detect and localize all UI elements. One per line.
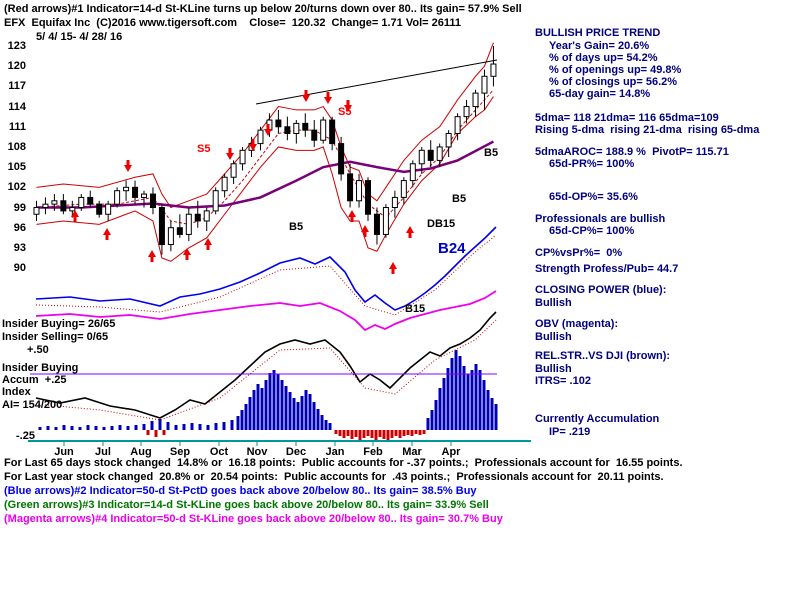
month-label: Jun bbox=[54, 446, 74, 458]
sidebar-stat-line: Professionals are bullish bbox=[535, 213, 666, 225]
left-panel-label: Insider Selling= 0/65 bbox=[2, 331, 109, 343]
left-panel-label: Insider Buying= 26/65 bbox=[2, 318, 116, 330]
month-label: Sep bbox=[169, 446, 191, 458]
month-label: Jul bbox=[95, 446, 111, 458]
price-tick-label: 120 bbox=[7, 60, 26, 72]
footer-line: For Last year stock changed 20.8% or 20.… bbox=[4, 471, 664, 483]
footer-line: (Magenta arrows)#4 Indicator=50-d St-KLi… bbox=[4, 513, 503, 525]
left-panel-label: +.50 bbox=[27, 344, 49, 356]
sidebar-stat-line: % of openings up= 49.8% bbox=[549, 64, 682, 76]
sidebar-stat-line: BULLISH PRICE TREND bbox=[535, 27, 661, 39]
left-panel-label: AI= 154/200 bbox=[2, 399, 63, 411]
left-panel-label: Accum +.25 bbox=[2, 374, 67, 386]
sidebar-stat-line: 65-day gain= 14.8% bbox=[549, 88, 651, 100]
month-label: Aug bbox=[130, 446, 152, 458]
month-label: Mar bbox=[402, 446, 422, 458]
price-tick-label: 96 bbox=[13, 222, 26, 234]
price-tick-label: 111 bbox=[8, 121, 26, 133]
chart-annotation-b5: B5 bbox=[452, 193, 467, 205]
sidebar-stat-line: Bullish bbox=[535, 331, 572, 343]
month-label: Oct bbox=[209, 446, 229, 458]
header-date-range: 5/ 4/ 15- 4/ 28/ 16 bbox=[36, 31, 123, 43]
month-label: Feb bbox=[363, 446, 383, 458]
price-tick-label: 117 bbox=[8, 80, 26, 92]
price-tick-label: 105 bbox=[7, 161, 26, 173]
chart-annotation-s5: S5 bbox=[197, 143, 211, 155]
sidebar-stat-line: IP= .219 bbox=[549, 426, 591, 438]
sidebar-stat-line: Year's Gain= 20.6% bbox=[549, 40, 650, 52]
sidebar-stat-line: 65d-OP%= 35.6% bbox=[549, 191, 638, 203]
chart-annotation-b5: B5 bbox=[289, 221, 304, 233]
month-label: Apr bbox=[441, 446, 461, 458]
chart-annotation-b5: B5 bbox=[484, 147, 499, 159]
price-tick-label: 90 bbox=[13, 262, 26, 274]
sidebar-stat-line: % of closings up= 56.2% bbox=[549, 76, 678, 88]
sidebar-stat-line: % of days up= 54.2% bbox=[549, 52, 658, 64]
sidebar-stat-line: Bullish bbox=[535, 297, 572, 309]
sidebar-stat-line: REL.STR..VS DJI (brown): bbox=[535, 350, 671, 362]
sidebar-stat-line: Rising 5-dma rising 21-dma rising 65-dma bbox=[535, 124, 760, 136]
chart-annotation-s5: S5 bbox=[338, 106, 352, 118]
sidebar-stat-line: ITRS= .102 bbox=[535, 375, 591, 387]
chart-annotation-b15: B15 bbox=[405, 303, 426, 315]
price-tick-label: 93 bbox=[13, 242, 26, 254]
sidebar-stat-line: Strength Profess/Pub= 44.7 bbox=[535, 263, 679, 275]
sidebar-stat-line: 65d-CP%= 100% bbox=[549, 225, 635, 237]
price-tick-label: 99 bbox=[13, 202, 26, 214]
left-panel-label: -.25 bbox=[16, 430, 35, 442]
chart-annotation-b24: B24 bbox=[438, 240, 466, 257]
price-tick-label: 114 bbox=[8, 101, 26, 113]
footer-line: (Blue arrows)#2 Indicator=50-d St-PctD g… bbox=[4, 485, 477, 497]
sidebar-stat-line: 5dmaAROC= 188.9 % PivotP= 115.71 bbox=[535, 146, 729, 158]
month-label: Nov bbox=[246, 446, 268, 458]
sidebar-stat-line: Bullish bbox=[535, 363, 572, 375]
sidebar-stat-line: CP%vsPr%= 0% bbox=[535, 247, 623, 259]
sidebar-stat-line: Currently Accumulation bbox=[535, 413, 660, 425]
left-panel-label: Index bbox=[2, 386, 31, 398]
header-quote-line: EFX Equifax Inc (C)2016 www.tigersoft.co… bbox=[4, 17, 461, 29]
price-tick-label: 108 bbox=[7, 141, 26, 153]
left-panel-label: Insider Buying bbox=[2, 362, 79, 374]
footer-line: (Green arrows)#3 Indicator=14-d St-KLine… bbox=[4, 499, 489, 511]
month-label: Dec bbox=[285, 446, 307, 458]
sidebar-stat-line: 65d-PR%= 100% bbox=[549, 158, 635, 170]
sidebar-stat-line: 5dma= 118 21dma= 116 65dma=109 bbox=[535, 112, 719, 124]
footer-line: For Last 65 days stock changed 14.8% or … bbox=[4, 457, 683, 469]
price-tick-label: 123 bbox=[7, 40, 26, 52]
header-indicator-line: (Red arrows)#1 Indicator=14-d St-KLine t… bbox=[4, 3, 522, 15]
chart-annotation-db15: DB15 bbox=[427, 218, 456, 230]
price-tick-label: 102 bbox=[7, 181, 26, 193]
sidebar-stat-line: OBV (magenta): bbox=[535, 318, 619, 330]
month-label: Jan bbox=[325, 446, 345, 458]
sidebar-stat-line: CLOSING POWER (blue): bbox=[535, 284, 667, 296]
